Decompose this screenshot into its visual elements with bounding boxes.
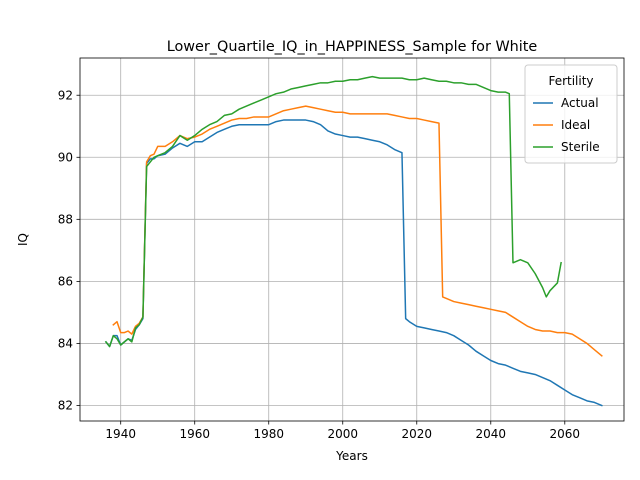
chart-title: Lower_Quartile_IQ_in_HAPPINESS_Sample fo… xyxy=(167,39,538,55)
x-axis-label: Years xyxy=(335,449,368,463)
series-layer xyxy=(104,75,603,407)
legend-label-ideal: Ideal xyxy=(561,118,590,132)
x-tick-label: 2060 xyxy=(550,427,581,441)
x-tick-label: 1980 xyxy=(253,427,284,441)
y-tick-label: 82 xyxy=(58,399,73,413)
x-axis: 1940 1960 1980 2000 2020 2040 2060 xyxy=(105,421,580,441)
legend: Fertility Actual Ideal Sterile xyxy=(524,64,618,164)
x-tick-label: 1960 xyxy=(179,427,210,441)
series-line-ideal xyxy=(112,105,603,357)
y-axis: 82 84 86 88 90 92 xyxy=(58,88,80,413)
y-tick-label: 84 xyxy=(58,337,73,351)
plot-frame xyxy=(79,57,625,422)
x-tick-label: 2000 xyxy=(327,427,358,441)
y-tick-label: 92 xyxy=(58,88,73,102)
y-tick-label: 90 xyxy=(58,150,73,164)
legend-label-sterile: Sterile xyxy=(561,140,600,154)
legend-label-actual: Actual xyxy=(561,96,599,110)
y-tick-label: 86 xyxy=(58,275,73,289)
legend-frame xyxy=(524,64,618,164)
series-line-sterile xyxy=(104,75,562,348)
y-tick-label: 88 xyxy=(58,213,73,227)
y-axis-label: IQ xyxy=(16,233,30,246)
legend-title: Fertility xyxy=(548,74,593,88)
x-tick-label: 1940 xyxy=(105,427,136,441)
x-tick-label: 2040 xyxy=(476,427,507,441)
legend-items: Actual Ideal Sterile xyxy=(533,96,600,154)
x-tick-label: 2020 xyxy=(401,427,432,441)
